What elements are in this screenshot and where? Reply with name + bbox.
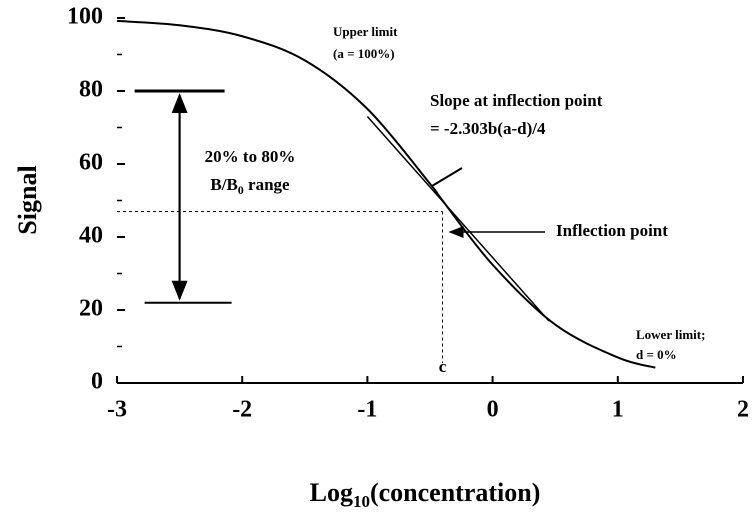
annotation: = -2.303b(a-d)/4 — [430, 119, 546, 138]
y-tick-label: 20 — [79, 296, 103, 322]
curve — [116, 19, 656, 369]
c-label: c — [439, 357, 447, 376]
annotation: Lower limit; — [636, 327, 705, 342]
annotation: Slope at inflection point — [430, 91, 603, 110]
x-tick-label: 1 — [612, 397, 624, 423]
annotation: d = 0% — [636, 347, 677, 362]
y-tick-label: 60 — [79, 150, 103, 176]
x-tick-label: -2 — [232, 397, 252, 423]
annotation: B/B0 range — [210, 175, 290, 197]
x-tick-label: -3 — [107, 397, 127, 423]
x-tick-label: -1 — [357, 397, 377, 423]
pointer — [431, 167, 463, 187]
x-axis-label: Log10(concentration) — [310, 478, 541, 511]
annotation: Upper limit — [333, 24, 398, 39]
tangent — [366, 116, 550, 322]
y-tick-label: 40 — [79, 223, 103, 249]
y-tick-label: 0 — [91, 369, 103, 395]
y-tick-label: 80 — [79, 77, 103, 103]
y-tick-label: 100 — [67, 4, 103, 30]
annotation: Inflection point — [556, 221, 668, 240]
y-axis-label: Signal — [13, 165, 42, 234]
annotation: (a = 100%) — [333, 46, 395, 61]
x-tick-label: 0 — [487, 397, 499, 423]
x-tick-label: 2 — [737, 397, 749, 423]
annotation: 20% to 80% — [205, 147, 296, 166]
